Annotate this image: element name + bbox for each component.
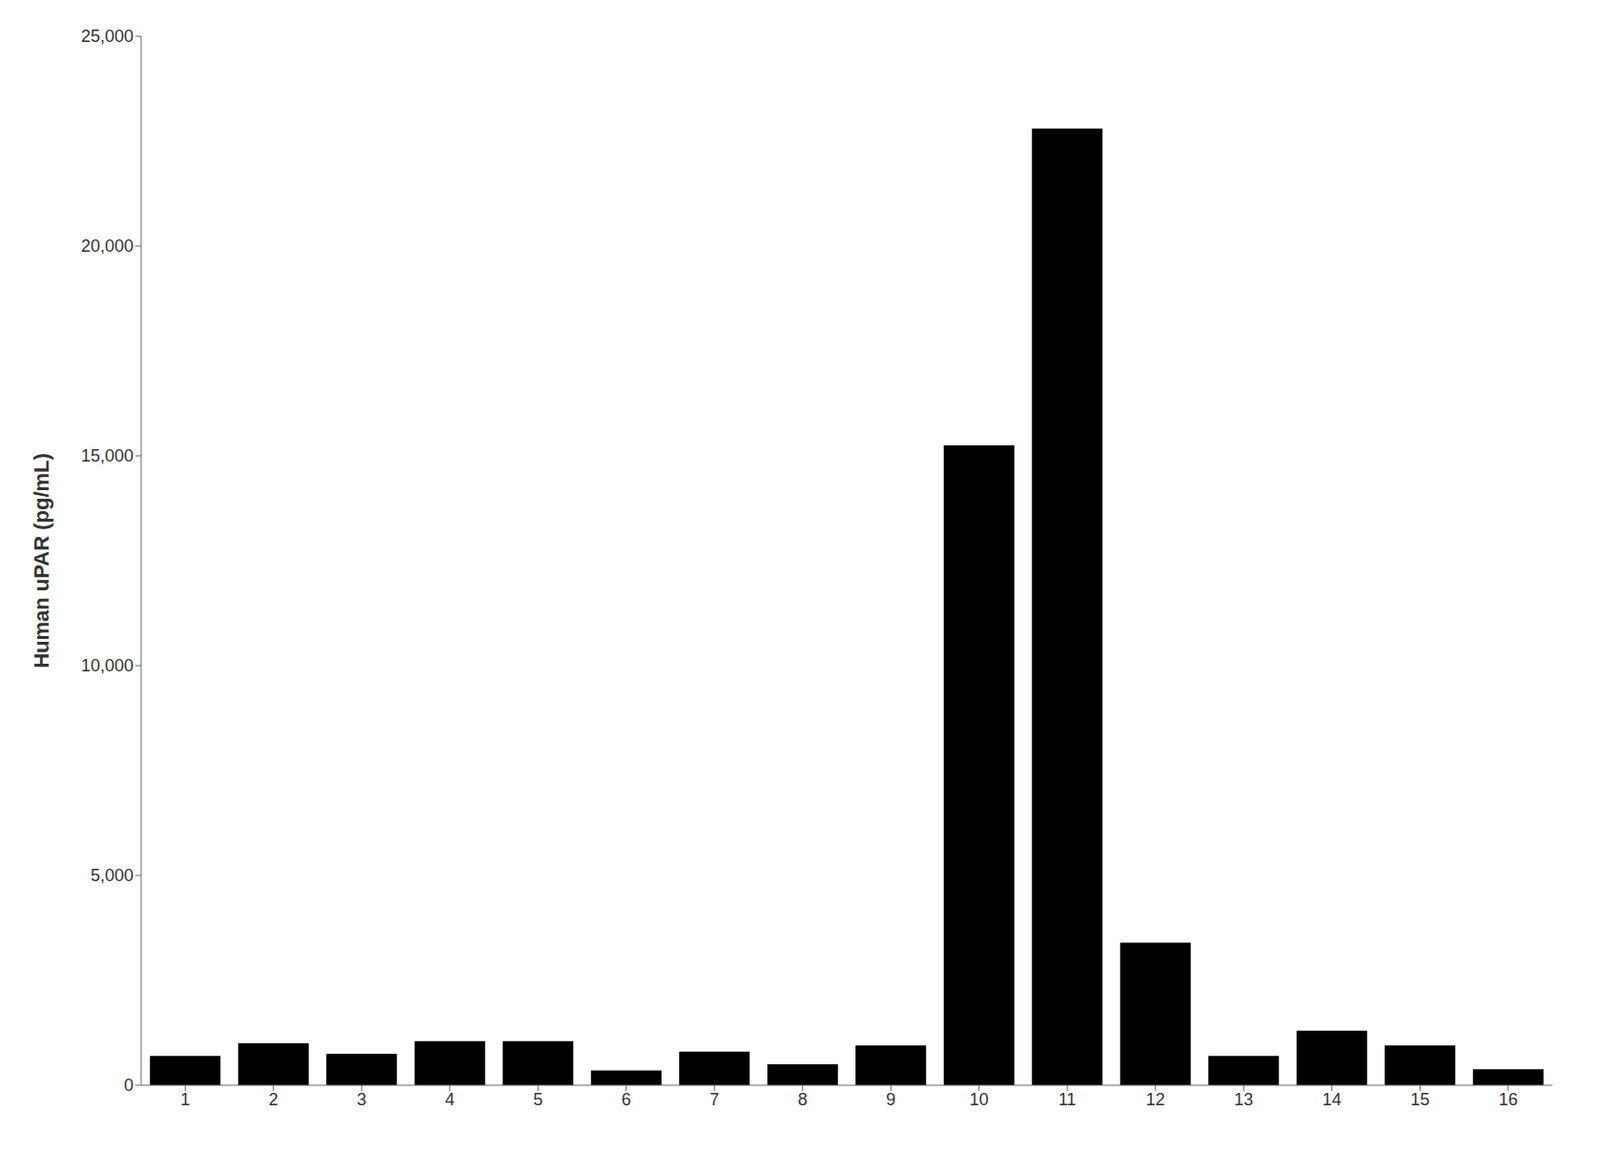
svg-text:13: 13 — [1233, 1089, 1253, 1109]
svg-text:20,000: 20,000 — [81, 236, 134, 256]
svg-text:12: 12 — [1146, 1089, 1166, 1109]
svg-text:3: 3 — [356, 1089, 367, 1109]
svg-text:5: 5 — [533, 1089, 543, 1109]
svg-text:14: 14 — [1322, 1089, 1342, 1109]
svg-text:15,000: 15,000 — [81, 446, 134, 466]
svg-text:11: 11 — [1058, 1089, 1077, 1109]
svg-text:16: 16 — [1498, 1089, 1518, 1109]
svg-text:2: 2 — [268, 1089, 279, 1109]
svg-text:Human uPAR (pg/mL): Human uPAR (pg/mL) — [29, 452, 54, 669]
svg-text:4: 4 — [445, 1089, 455, 1109]
svg-text:1: 1 — [180, 1089, 190, 1109]
svg-text:5,000: 5,000 — [90, 865, 134, 885]
svg-text:10: 10 — [969, 1089, 989, 1109]
svg-text:9: 9 — [885, 1089, 896, 1109]
svg-text:10,000: 10,000 — [81, 656, 134, 676]
svg-text:25,000: 25,000 — [81, 26, 134, 46]
svg-text:8: 8 — [798, 1089, 808, 1109]
svg-text:15: 15 — [1410, 1089, 1430, 1109]
svg-text:0: 0 — [123, 1075, 134, 1095]
svg-text:6: 6 — [621, 1089, 632, 1109]
svg-text:7: 7 — [709, 1089, 719, 1109]
